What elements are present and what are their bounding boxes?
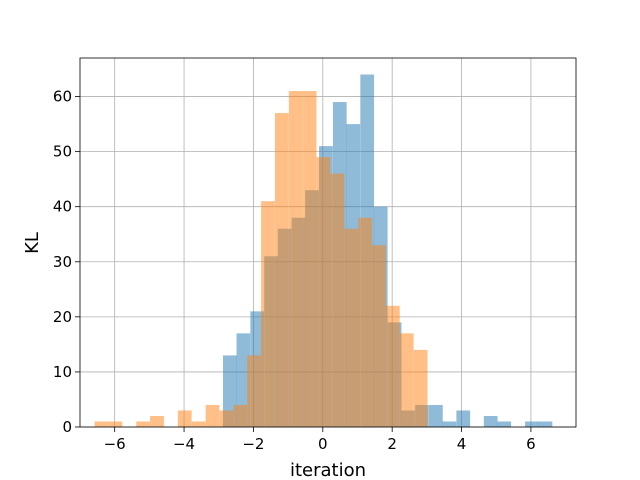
y-axis-label: KL (22, 232, 43, 254)
histogram-bar (233, 404, 248, 427)
y-tick-label: 40 (53, 198, 72, 216)
histogram-bar (316, 157, 331, 427)
histogram-bar (136, 421, 150, 427)
histogram-bar (150, 415, 164, 427)
histogram-bar (191, 421, 206, 427)
y-tick-label: 50 (53, 143, 72, 161)
x-tick-label: 6 (526, 435, 536, 453)
histogram-bar (385, 305, 400, 427)
y-tick-label: 10 (53, 363, 72, 381)
histogram-bar (219, 410, 234, 427)
histogram-bar (108, 421, 123, 427)
histogram-bar (344, 228, 359, 427)
x-axis-ticks: −6 −4 −2 0 2 4 6 (104, 427, 536, 453)
histogram-bar (205, 404, 220, 427)
x-tick-label: −4 (173, 435, 195, 453)
histogram-bar (247, 355, 261, 427)
histogram-bars (94, 74, 553, 428)
x-axis-label: iteration (290, 460, 366, 480)
histogram-bar (358, 217, 372, 427)
histogram-bar (538, 421, 553, 427)
histogram-bar (413, 349, 428, 427)
histogram-bar (525, 421, 539, 427)
histogram-bar (497, 421, 512, 427)
plot-frame (79, 57, 577, 428)
y-tick-label: 20 (53, 308, 72, 326)
histogram-bar (288, 91, 303, 428)
y-tick-label: 30 (53, 253, 72, 271)
histogram-bar (399, 333, 414, 427)
histogram-bar (177, 410, 192, 427)
x-tick-label: −6 (104, 435, 126, 453)
histogram-bar (429, 404, 443, 427)
x-tick-label: 4 (457, 435, 467, 453)
histogram-bar (442, 421, 457, 427)
x-tick-label: 2 (387, 435, 397, 453)
histogram-bar (330, 173, 345, 427)
histogram-bar (372, 245, 386, 427)
histogram-bar (236, 333, 251, 427)
histogram-series-2 (94, 91, 428, 428)
y-axis-ticks: 0 10 20 30 40 50 60 (53, 88, 80, 436)
x-tick-label: −2 (242, 435, 264, 453)
histogram-bar (222, 355, 237, 427)
y-tick-label: 0 (62, 418, 72, 436)
y-tick-label: 60 (53, 88, 72, 106)
histogram-bar (275, 113, 289, 428)
histogram-bar (94, 421, 109, 427)
x-tick-label: 0 (318, 435, 328, 453)
histogram-bar (483, 415, 498, 427)
histogram-bar (456, 410, 471, 427)
histogram-bar (261, 201, 275, 427)
histogram-bar (302, 91, 317, 428)
